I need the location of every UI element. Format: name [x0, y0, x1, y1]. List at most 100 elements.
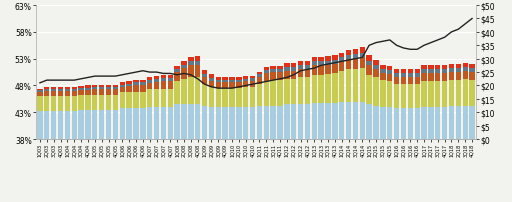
- Bar: [346, 60, 351, 70]
- Bar: [387, 107, 392, 139]
- Bar: [202, 71, 207, 75]
- Bar: [167, 75, 173, 79]
- Bar: [154, 107, 159, 139]
- Bar: [113, 90, 118, 95]
- Bar: [243, 88, 248, 107]
- Bar: [449, 106, 454, 139]
- Bar: [236, 88, 242, 107]
- Bar: [236, 107, 242, 139]
- Bar: [428, 82, 434, 107]
- Bar: [86, 110, 91, 139]
- Bar: [421, 66, 426, 70]
- Bar: [373, 106, 379, 139]
- Bar: [278, 66, 283, 69]
- Bar: [298, 70, 303, 78]
- Bar: [175, 66, 180, 69]
- Bar: [298, 62, 303, 66]
- Bar: [126, 109, 132, 139]
- Bar: [188, 78, 194, 105]
- Bar: [401, 85, 406, 109]
- Bar: [428, 107, 434, 139]
- Bar: [51, 111, 56, 139]
- % of Liquids in Production: [284, 77, 290, 79]
- Bar: [188, 62, 194, 66]
- Bar: [202, 75, 207, 78]
- Bar: [312, 75, 317, 103]
- Bar: [415, 77, 420, 85]
- Bar: [312, 58, 317, 62]
- Bar: [133, 92, 139, 109]
- Bar: [216, 83, 221, 88]
- Bar: [250, 79, 255, 82]
- Bar: [92, 90, 97, 95]
- Bar: [318, 75, 324, 103]
- Bar: [367, 105, 372, 139]
- Bar: [284, 79, 290, 105]
- Bar: [449, 73, 454, 81]
- Bar: [37, 97, 42, 111]
- Bar: [216, 80, 221, 83]
- Bar: [373, 70, 379, 78]
- Bar: [51, 90, 56, 92]
- Bar: [195, 66, 200, 78]
- Bar: [359, 102, 365, 139]
- Bar: [92, 88, 97, 90]
- Bar: [456, 73, 461, 81]
- Bar: [462, 106, 468, 139]
- Bar: [470, 73, 475, 81]
- Bar: [120, 87, 125, 93]
- Bar: [270, 66, 276, 69]
- Bar: [318, 66, 324, 75]
- Bar: [278, 69, 283, 73]
- Bar: [99, 110, 104, 139]
- Bar: [113, 95, 118, 110]
- Bar: [222, 83, 228, 88]
- Bar: [250, 82, 255, 87]
- Bar: [332, 61, 337, 65]
- Bar: [175, 69, 180, 73]
- % of Liquids in Production: [325, 63, 331, 66]
- Bar: [359, 58, 365, 69]
- Bar: [222, 88, 228, 107]
- Bar: [44, 92, 50, 97]
- Bar: [44, 111, 50, 139]
- Bar: [154, 80, 159, 83]
- Bar: [462, 79, 468, 106]
- Bar: [126, 87, 132, 93]
- Bar: [147, 78, 153, 81]
- Bar: [325, 75, 331, 103]
- Bar: [120, 83, 125, 85]
- Bar: [380, 107, 386, 139]
- Bar: [449, 69, 454, 73]
- Bar: [339, 71, 345, 102]
- Bar: [140, 109, 145, 139]
- Bar: [456, 106, 461, 139]
- Bar: [86, 96, 91, 110]
- Bar: [373, 78, 379, 106]
- Bar: [106, 110, 111, 139]
- % of Liquids in Production: [92, 76, 98, 78]
- Bar: [99, 85, 104, 88]
- Bar: [222, 78, 228, 80]
- Bar: [332, 65, 337, 74]
- Bar: [442, 74, 447, 82]
- Bar: [380, 73, 386, 81]
- Bar: [394, 78, 399, 85]
- Bar: [318, 62, 324, 66]
- Bar: [78, 88, 84, 90]
- Bar: [456, 69, 461, 73]
- Bar: [99, 95, 104, 110]
- Bar: [126, 82, 132, 85]
- Bar: [339, 102, 345, 139]
- Bar: [147, 90, 153, 107]
- Bar: [264, 74, 269, 82]
- Bar: [195, 57, 200, 62]
- Bar: [305, 66, 310, 70]
- Bar: [257, 72, 262, 75]
- Bar: [216, 107, 221, 139]
- Bar: [325, 61, 331, 65]
- Bar: [51, 92, 56, 97]
- Bar: [449, 65, 454, 69]
- Bar: [86, 86, 91, 88]
- Bar: [257, 85, 262, 106]
